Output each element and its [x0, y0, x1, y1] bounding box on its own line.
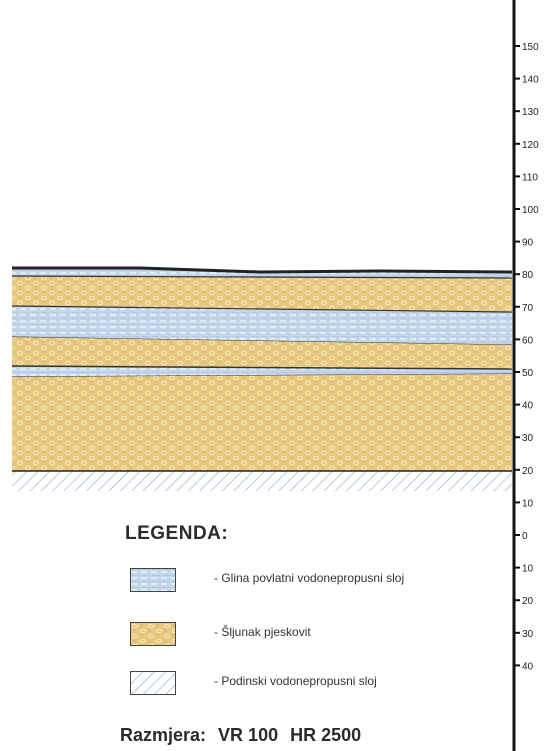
- axis-tick-label: 120: [522, 140, 539, 151]
- axis-tick-label: 70: [522, 303, 534, 314]
- axis-tick-label: 30: [522, 629, 534, 640]
- layer-bedrock: [12, 470, 512, 491]
- layer-gravel-upper: [11, 275, 513, 312]
- axis-tick-label: 10: [522, 498, 534, 509]
- axis-tick-label: 20: [522, 596, 534, 607]
- axis-tick-label: 80: [522, 270, 534, 281]
- scale-caption: Razmjera: VR 100 HR 2500: [120, 725, 373, 746]
- axis-tick-label: 40: [522, 661, 534, 672]
- axis-tick-label: 10: [522, 564, 534, 575]
- axis-tick-label: 140: [522, 75, 539, 86]
- legend-title: LEGENDA:: [125, 523, 229, 544]
- layer-gravel-middle: [12, 337, 512, 369]
- axis-tick-label: 0: [522, 531, 528, 542]
- scale-horizontal: HR 2500: [290, 725, 362, 745]
- axis-tick-label: 110: [522, 172, 538, 183]
- clay-swatch: [130, 568, 176, 592]
- layer-gravel-lower: [12, 374, 512, 471]
- layer-clay-top: [12, 266, 513, 278]
- axis-tick-label: 100: [522, 205, 539, 216]
- elevation-axis: 1501401301201101009080706050403020100102…: [512, 0, 539, 751]
- gravel-swatch: [130, 622, 176, 646]
- axis-tick-label: 20: [522, 466, 534, 477]
- bedrock-swatch: [130, 671, 176, 695]
- axis-tick-label: 50: [522, 368, 534, 379]
- legend-label-clay: - Glina povlatni vodonepropusni sloj: [214, 571, 405, 585]
- axis-tick-label: 60: [522, 335, 534, 346]
- axis-tick-label: 130: [522, 107, 539, 118]
- axis-tick-label: 90: [522, 238, 534, 249]
- scale-prefix: Razmjera:: [120, 725, 207, 745]
- axis-tick-label: 150: [522, 42, 539, 53]
- axis-tick-label: 30: [522, 433, 534, 444]
- legend-label-gravel: - Šljunak pjeskovit: [214, 625, 311, 639]
- legend-label-bedrock: - Podinski vodonepropusni sloj: [214, 674, 377, 688]
- axis-tick-label: 40: [522, 401, 534, 412]
- scale-vertical: VR 100: [218, 725, 279, 745]
